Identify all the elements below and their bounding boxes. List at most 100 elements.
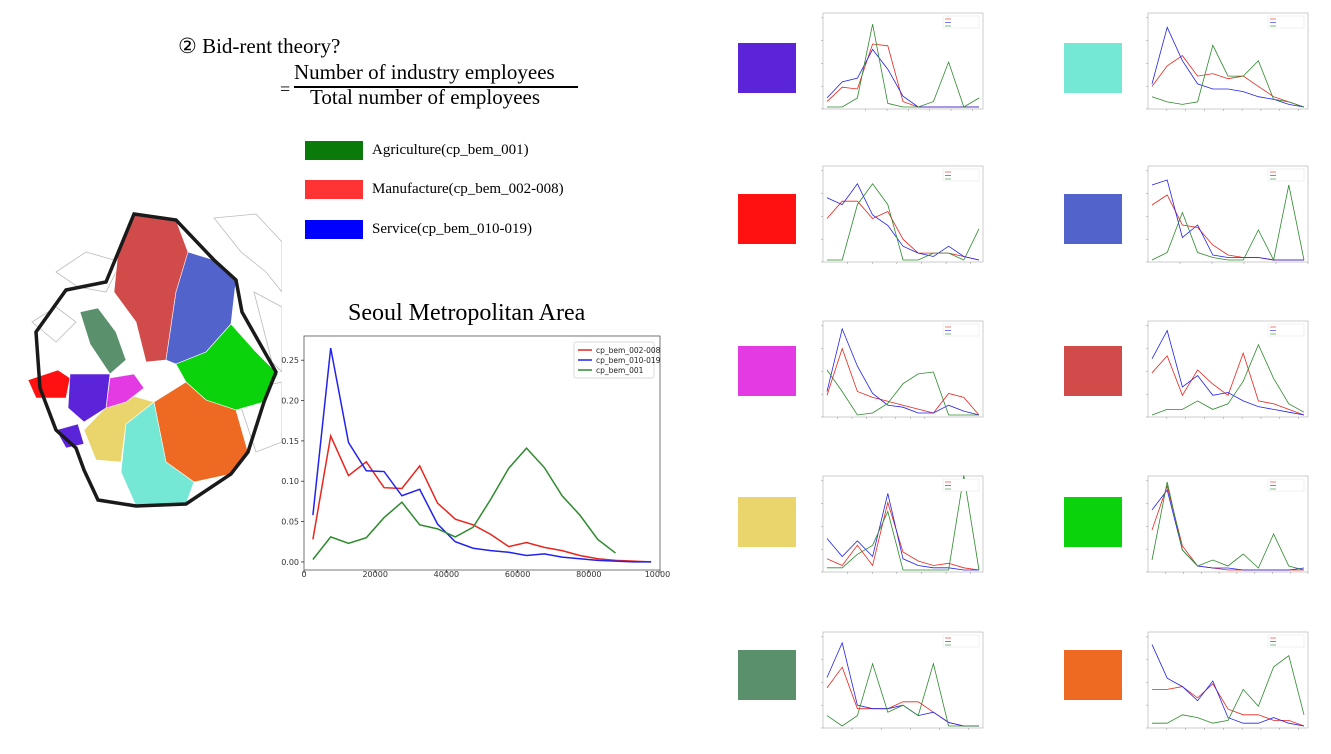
mini-series-line bbox=[1151, 343, 1305, 416]
mini-plot-frame bbox=[822, 631, 984, 729]
chart-legend-box bbox=[573, 341, 655, 379]
region-mini-chart bbox=[821, 631, 984, 730]
mini-plot-frame bbox=[822, 320, 984, 418]
region-swatch bbox=[738, 346, 796, 396]
chart-legend-label: cp_bem_002-008 bbox=[596, 346, 661, 355]
legend-swatch-agriculture bbox=[305, 141, 363, 160]
chart-legend-label: cp_bem_001 bbox=[596, 366, 644, 375]
slide-title: ② Bid-rent theory? bbox=[178, 34, 341, 58]
series-line-cp_bem_010-019 bbox=[312, 347, 652, 563]
legend-label-agriculture: Agriculture(cp_bem_001) bbox=[372, 142, 529, 158]
series-line-cp_bem_002-008 bbox=[312, 433, 652, 563]
mini-series-line bbox=[826, 327, 980, 416]
y-tick-label: 0.00 bbox=[281, 558, 299, 567]
x-tick-label: 20000 bbox=[362, 570, 387, 578]
mini-legend-box bbox=[1267, 168, 1305, 182]
mini-plot-frame bbox=[822, 475, 984, 573]
mini-series-line bbox=[1151, 351, 1305, 416]
region-swatch bbox=[738, 650, 796, 700]
main-chart-title: Seoul Metropolitan Area bbox=[348, 300, 586, 326]
mini-plot-frame bbox=[1147, 475, 1309, 573]
mini-legend-box bbox=[1267, 15, 1305, 29]
mini-legend-box bbox=[942, 323, 980, 337]
mini-legend-box bbox=[942, 168, 980, 182]
region-swatch bbox=[1064, 497, 1122, 547]
region-swatch bbox=[1064, 43, 1122, 93]
region-mini-chart bbox=[1146, 320, 1309, 419]
x-tick-label: 100000 bbox=[645, 570, 670, 578]
mini-legend-box bbox=[942, 634, 980, 648]
mini-plot-frame bbox=[1147, 631, 1309, 729]
mini-series-line bbox=[1151, 55, 1305, 108]
region-west bbox=[55, 373, 111, 449]
y-tick-label: 0.10 bbox=[281, 477, 299, 486]
region-mini-chart bbox=[821, 320, 984, 419]
region-swatch bbox=[738, 43, 796, 93]
y-tick-label: 0.20 bbox=[281, 397, 299, 406]
x-tick-label: 40000 bbox=[434, 570, 459, 578]
mini-legend-box bbox=[1267, 478, 1305, 492]
formula-equals: = bbox=[280, 79, 291, 99]
formula-numerator: Number of industry employees bbox=[294, 60, 555, 84]
mini-series-line bbox=[1151, 484, 1304, 571]
mini-series-line bbox=[826, 183, 980, 261]
legend-label-manufacture: Manufacture(cp_bem_002-008) bbox=[372, 181, 564, 197]
region-south bbox=[120, 401, 195, 507]
mini-series-line bbox=[1151, 644, 1305, 727]
formula-denominator: Total number of employees bbox=[310, 85, 541, 109]
region-swatch bbox=[1064, 194, 1122, 244]
region-map bbox=[27, 212, 282, 508]
mini-series-line bbox=[826, 369, 979, 416]
mini-legend-box bbox=[942, 15, 980, 29]
mini-series-line bbox=[826, 641, 979, 727]
region-mini-chart bbox=[821, 475, 984, 574]
mini-series-line bbox=[1151, 184, 1305, 262]
legend-swatch-manufacture bbox=[305, 180, 363, 199]
x-tick-label: 60000 bbox=[505, 570, 530, 578]
x-tick-label: 80000 bbox=[576, 570, 601, 578]
mini-series-line bbox=[826, 43, 979, 108]
region-mini-chart bbox=[821, 165, 984, 264]
mini-series-line bbox=[1152, 655, 1305, 724]
mini-series-line bbox=[1151, 489, 1305, 571]
mini-series-line bbox=[827, 475, 980, 571]
mini-plot-frame bbox=[822, 12, 984, 110]
mini-legend-box bbox=[1267, 323, 1305, 337]
mini-plot-frame bbox=[822, 165, 984, 263]
region-far-west bbox=[27, 369, 71, 399]
main-line-chart: 0.00 0.05 0.10 0.15 0.20 0.25 0 20000 40000 60000… bbox=[281, 335, 670, 578]
mini-series-line bbox=[1152, 683, 1305, 727]
mini-series-line bbox=[826, 347, 980, 416]
mini-series-line bbox=[826, 662, 979, 727]
region-mini-chart bbox=[1146, 165, 1309, 264]
region-north-west bbox=[79, 307, 127, 375]
region-swatch bbox=[738, 194, 796, 244]
mini-series-line bbox=[827, 183, 980, 261]
mini-series-line bbox=[827, 24, 980, 108]
mini-series-line bbox=[1151, 329, 1305, 416]
region-swatch bbox=[1064, 346, 1122, 396]
formula-fraction-bar bbox=[294, 86, 578, 88]
mini-series-line bbox=[1151, 194, 1304, 261]
province-outline bbox=[34, 212, 278, 508]
mini-series-line bbox=[1151, 26, 1305, 108]
region-swatch bbox=[738, 497, 796, 547]
y-tick-label: 0.15 bbox=[281, 437, 299, 446]
y-tick-label: 0.05 bbox=[281, 518, 299, 527]
chart-legend-label: cp_bem_010-019 bbox=[596, 356, 661, 365]
mini-series-line bbox=[826, 493, 979, 571]
legend-label-service: Service(cp_bem_010-019) bbox=[372, 221, 532, 237]
series-line-cp_bem_001 bbox=[312, 447, 616, 560]
mini-series-line bbox=[1151, 481, 1305, 571]
mini-plot-frame bbox=[1147, 12, 1309, 110]
mini-series-line bbox=[826, 500, 980, 571]
y-tick-label: 0.25 bbox=[281, 356, 299, 365]
mini-series-line bbox=[1151, 44, 1305, 108]
mini-plot-frame bbox=[1147, 320, 1309, 418]
region-mini-chart bbox=[1146, 631, 1309, 730]
plot-frame bbox=[303, 335, 661, 571]
x-tick-label: 0 bbox=[301, 570, 306, 578]
mini-series-line bbox=[1151, 179, 1304, 261]
region-swatch bbox=[1064, 650, 1122, 700]
mini-legend-box bbox=[1267, 634, 1305, 648]
